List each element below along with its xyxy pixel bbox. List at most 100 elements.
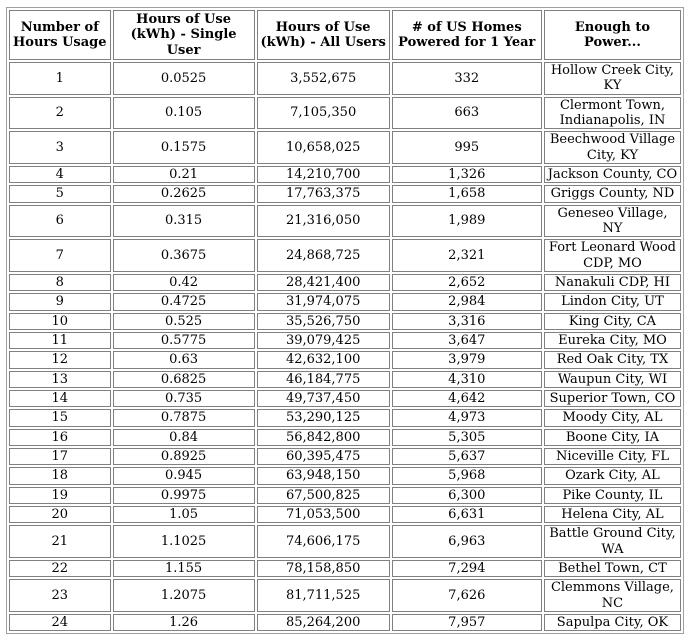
table-row: 13 0.6825 46,184,775 4,310 Waupun City, WI bbox=[9, 370, 681, 388]
table-cell: 5,637 bbox=[391, 447, 542, 466]
table-row: 5 0.2625 17,763,375 1,658 Griggs County, ND bbox=[9, 185, 681, 203]
table-cell: 0.735 bbox=[112, 389, 255, 408]
table-cell: Geneseo Village, NY bbox=[543, 204, 681, 238]
table-cell: 0.315 bbox=[112, 204, 255, 238]
table-cell: 7,294 bbox=[391, 559, 542, 578]
table-cell: Superior Town, CO bbox=[543, 389, 681, 408]
header-hours-usage: Number of Hours Usage bbox=[9, 10, 111, 60]
table-cell: 17,763,375 bbox=[256, 185, 390, 203]
table-cell: Eureka City, MO bbox=[543, 331, 681, 350]
table-cell: 24 bbox=[9, 613, 111, 632]
table-cell: 1.26 bbox=[112, 613, 255, 632]
table-cell: 0.21 bbox=[112, 165, 255, 184]
table-cell: 1.2075 bbox=[112, 579, 255, 612]
table-cell: Clemmons Village, NC bbox=[543, 579, 681, 612]
table-cell: 20 bbox=[9, 505, 111, 524]
table-cell: 2 bbox=[9, 96, 111, 130]
table-cell: 6 bbox=[9, 204, 111, 238]
table-cell: 0.5775 bbox=[112, 331, 255, 350]
table-row: 14 0.735 49,737,450 4,642 Superior Town, CO bbox=[9, 389, 681, 408]
table-body: 1 0.0525 3,552,675 332 Hollow Creek City, KY… bbox=[9, 61, 681, 632]
table-cell: 74,606,175 bbox=[256, 525, 390, 558]
table-row: 18 0.945 63,948,150 5,968 Ozark City, AL bbox=[9, 467, 681, 485]
table-cell: 5 bbox=[9, 185, 111, 203]
table-cell: 60,395,475 bbox=[256, 447, 390, 466]
table-cell: 0.105 bbox=[112, 96, 255, 130]
table-cell: 4 bbox=[9, 165, 111, 184]
table-cell: 14,210,700 bbox=[256, 165, 390, 184]
table-cell: 3,647 bbox=[391, 331, 542, 350]
table-cell: 0.9975 bbox=[112, 486, 255, 504]
table-row: 22 1.155 78,158,850 7,294 Bethel Town, CT bbox=[9, 559, 681, 578]
table-cell: 7,957 bbox=[391, 613, 542, 632]
table-cell: 31,974,075 bbox=[256, 293, 390, 311]
table-row: 4 0.21 14,210,700 1,326 Jackson County, CO bbox=[9, 165, 681, 184]
table-cell: Pike County, IL bbox=[543, 486, 681, 504]
table-cell: 1.1025 bbox=[112, 525, 255, 558]
table-row: 9 0.4725 31,974,075 2,984 Lindon City, UT bbox=[9, 293, 681, 311]
table-cell: Waupun City, WI bbox=[543, 370, 681, 388]
table-row: 15 0.7875 53,290,125 4,973 Moody City, AL bbox=[9, 409, 681, 427]
table-row: 11 0.5775 39,079,425 3,647 Eureka City, MO bbox=[9, 331, 681, 350]
table-cell: 19 bbox=[9, 486, 111, 504]
table-cell: 0.63 bbox=[112, 351, 255, 369]
table-row: 8 0.42 28,421,400 2,652 Nanakuli CDP, HI bbox=[9, 273, 681, 292]
table-cell: Jackson County, CO bbox=[543, 165, 681, 184]
table-cell: 21 bbox=[9, 525, 111, 558]
table-cell: Hollow Creek City, KY bbox=[543, 61, 681, 95]
table-cell: 3 bbox=[9, 131, 111, 164]
table-row: 23 1.2075 81,711,525 7,626 Clemmons Village,… bbox=[9, 579, 681, 612]
table-header: Number of Hours Usage Hours of Use (kWh)… bbox=[9, 10, 681, 60]
table-cell: Moody City, AL bbox=[543, 409, 681, 427]
table-cell: 56,842,800 bbox=[256, 428, 390, 446]
table-cell: 0.3675 bbox=[112, 239, 255, 272]
table-cell: 7 bbox=[9, 239, 111, 272]
table-cell: 2,321 bbox=[391, 239, 542, 272]
table-cell: 3,316 bbox=[391, 312, 542, 330]
table-row: 24 1.26 85,264,200 7,957 Sapulpa City, OK bbox=[9, 613, 681, 632]
table-cell: Battle Ground City, WA bbox=[543, 525, 681, 558]
table-cell: 14 bbox=[9, 389, 111, 408]
table-cell: Helena City, AL bbox=[543, 505, 681, 524]
table-cell: 13 bbox=[9, 370, 111, 388]
table-cell: 12 bbox=[9, 351, 111, 369]
header-row: Number of Hours Usage Hours of Use (kWh)… bbox=[9, 10, 681, 60]
table-row: 19 0.9975 67,500,825 6,300 Pike County, IL bbox=[9, 486, 681, 504]
table-cell: 18 bbox=[9, 467, 111, 485]
table-cell: 0.8925 bbox=[112, 447, 255, 466]
table-cell: 16 bbox=[9, 428, 111, 446]
table-cell: 9 bbox=[9, 293, 111, 311]
table-cell: 1.05 bbox=[112, 505, 255, 524]
table-cell: Sapulpa City, OK bbox=[543, 613, 681, 632]
table-cell: 28,421,400 bbox=[256, 273, 390, 292]
table-row: 6 0.315 21,316,050 1,989 Geneseo Village, NY bbox=[9, 204, 681, 238]
table-cell: 17 bbox=[9, 447, 111, 466]
table-cell: 5,305 bbox=[391, 428, 542, 446]
table-cell: King City, CA bbox=[543, 312, 681, 330]
table-cell: 10 bbox=[9, 312, 111, 330]
table-cell: 1.155 bbox=[112, 559, 255, 578]
table-cell: Boone City, IA bbox=[543, 428, 681, 446]
table-cell: 49,737,450 bbox=[256, 389, 390, 408]
table-row: 2 0.105 7,105,350 663 Clermont Town, Indiana… bbox=[9, 96, 681, 130]
table-cell: 7,105,350 bbox=[256, 96, 390, 130]
table-cell: 81,711,525 bbox=[256, 579, 390, 612]
energy-usage-table: Number of Hours Usage Hours of Use (kWh)… bbox=[6, 7, 684, 635]
table-cell: 10,658,025 bbox=[256, 131, 390, 164]
table-cell: 0.945 bbox=[112, 467, 255, 485]
table-cell: Beechwood Village City, KY bbox=[543, 131, 681, 164]
table-cell: 4,973 bbox=[391, 409, 542, 427]
table-cell: 6,631 bbox=[391, 505, 542, 524]
table-row: 10 0.525 35,526,750 3,316 King City, CA bbox=[9, 312, 681, 330]
table-cell: 22 bbox=[9, 559, 111, 578]
table-cell: 2,652 bbox=[391, 273, 542, 292]
table-cell: 35,526,750 bbox=[256, 312, 390, 330]
table-cell: 1,989 bbox=[391, 204, 542, 238]
table-cell: 46,184,775 bbox=[256, 370, 390, 388]
table-row: 1 0.0525 3,552,675 332 Hollow Creek City, KY bbox=[9, 61, 681, 95]
table-cell: 0.6825 bbox=[112, 370, 255, 388]
table-cell: 67,500,825 bbox=[256, 486, 390, 504]
table-row: 17 0.8925 60,395,475 5,637 Niceville City, F… bbox=[9, 447, 681, 466]
table-cell: 3,552,675 bbox=[256, 61, 390, 95]
table-cell: 0.2625 bbox=[112, 185, 255, 203]
